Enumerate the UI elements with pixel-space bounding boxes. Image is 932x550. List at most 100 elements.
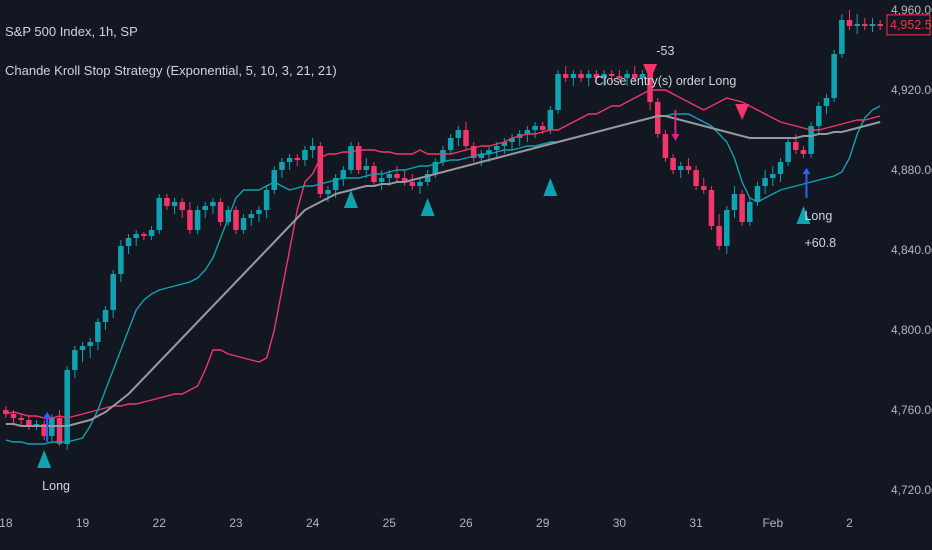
candle-body [424,174,431,182]
candle-body [141,234,147,236]
candle-body [532,126,538,130]
candle-body [302,150,308,160]
candle-body [110,274,116,310]
candle-body [701,186,707,190]
candle-body [570,74,577,78]
candle-body [87,342,93,346]
time-tick-label: 22 [153,516,167,530]
candle-body [463,130,469,146]
candle-body [294,158,301,160]
candle-body [148,230,155,236]
candle-body [156,198,162,230]
exit-triangle [643,64,658,80]
candle-body [555,74,561,110]
candle-body [56,418,63,444]
candle-body [447,138,454,150]
price-tick-label: 4,920.00 [891,83,932,97]
candle-body [862,24,868,26]
exit-triangle [735,104,750,120]
stop-long-line [5,105,881,445]
candle-body [762,178,768,186]
candle-body [739,194,745,222]
candle-body [601,74,607,78]
candle-body [608,74,615,76]
candle-body [102,310,109,322]
candle-body [654,102,661,134]
time-tick-label: 24 [306,516,320,530]
candle-body [279,162,285,170]
candle-body [747,202,753,222]
symbol-title[interactable]: S&P 500 Index, 1h, SP [5,24,138,39]
candle-body [724,210,730,246]
candle-body [562,74,569,78]
candle-body [417,182,423,186]
price-tick-label: 4,960.00 [891,3,932,17]
candle-body [662,134,669,158]
candle-body [401,178,408,182]
candle-body [194,210,201,230]
candle-body [524,130,531,134]
candle-body [10,414,17,418]
candle-body [455,130,462,138]
candle-body [233,210,239,230]
candle-body [217,202,224,222]
buy-arrow-head [43,412,52,418]
candle-body [240,218,247,230]
price-tick-label: 4,720.00 [891,483,932,497]
candle-body [26,420,32,426]
candle-body [639,74,646,78]
time-tick-label: 23 [229,516,243,530]
price-tag-text: 4,952.57 [890,18,932,32]
candle-body [3,410,9,414]
price-tick-label: 4,880.00 [891,163,932,177]
candle-body [647,74,653,102]
time-tick-label: 26 [459,516,473,530]
candle-body [754,186,761,202]
entry-pnl-long-2: +60.8 [804,236,836,250]
candle-body [95,322,101,342]
entry-triangle [343,190,358,208]
candle-body [593,74,600,78]
close-order-label: Close entry(s) order Long [595,74,737,88]
time-tick-label: Feb [762,516,783,530]
time-axis[interactable]: 18 19 22 23 24 25 26 29 30 31 Feb 2 [0,516,853,530]
entry-triangle [420,198,435,216]
candle-body [877,24,883,26]
price-tick-label: 4,840.00 [891,243,932,257]
candle-body [539,126,546,130]
candle-body [348,146,354,170]
candle-body [493,146,500,150]
candle-body [125,238,132,246]
candle-body [486,150,492,154]
candle-body [624,74,630,78]
candle-body [317,146,324,194]
time-tick-label: 19 [76,516,90,530]
indicator-lines-layer [5,89,881,445]
strategy-legend[interactable]: Chande Kroll Stop Strategy (Exponential,… [5,63,337,78]
entry-triangle [796,206,811,224]
price-axis[interactable]: 4,720.00 4,760.00 4,800.00 4,840.00 4,880.00… [891,3,932,497]
candle-body [394,174,400,178]
candle-body [770,174,776,178]
candle-body [271,170,278,190]
candle-body [478,154,485,158]
time-tick-label: 30 [613,516,627,530]
candle-body [118,246,124,274]
time-tick-label: 29 [536,516,550,530]
candle-body [133,234,139,238]
candle-body [202,206,209,210]
candle-body [41,424,47,436]
candle-body [79,346,86,350]
candle-body [440,150,446,162]
candle-body [846,20,853,26]
candle-body [785,142,791,162]
candle-body [64,370,70,444]
candle-body [831,54,837,98]
candle-body [716,226,722,246]
candle-body [708,190,715,226]
close-arrow-head [671,134,680,141]
candle-body [839,20,845,54]
candle-body [72,350,78,370]
